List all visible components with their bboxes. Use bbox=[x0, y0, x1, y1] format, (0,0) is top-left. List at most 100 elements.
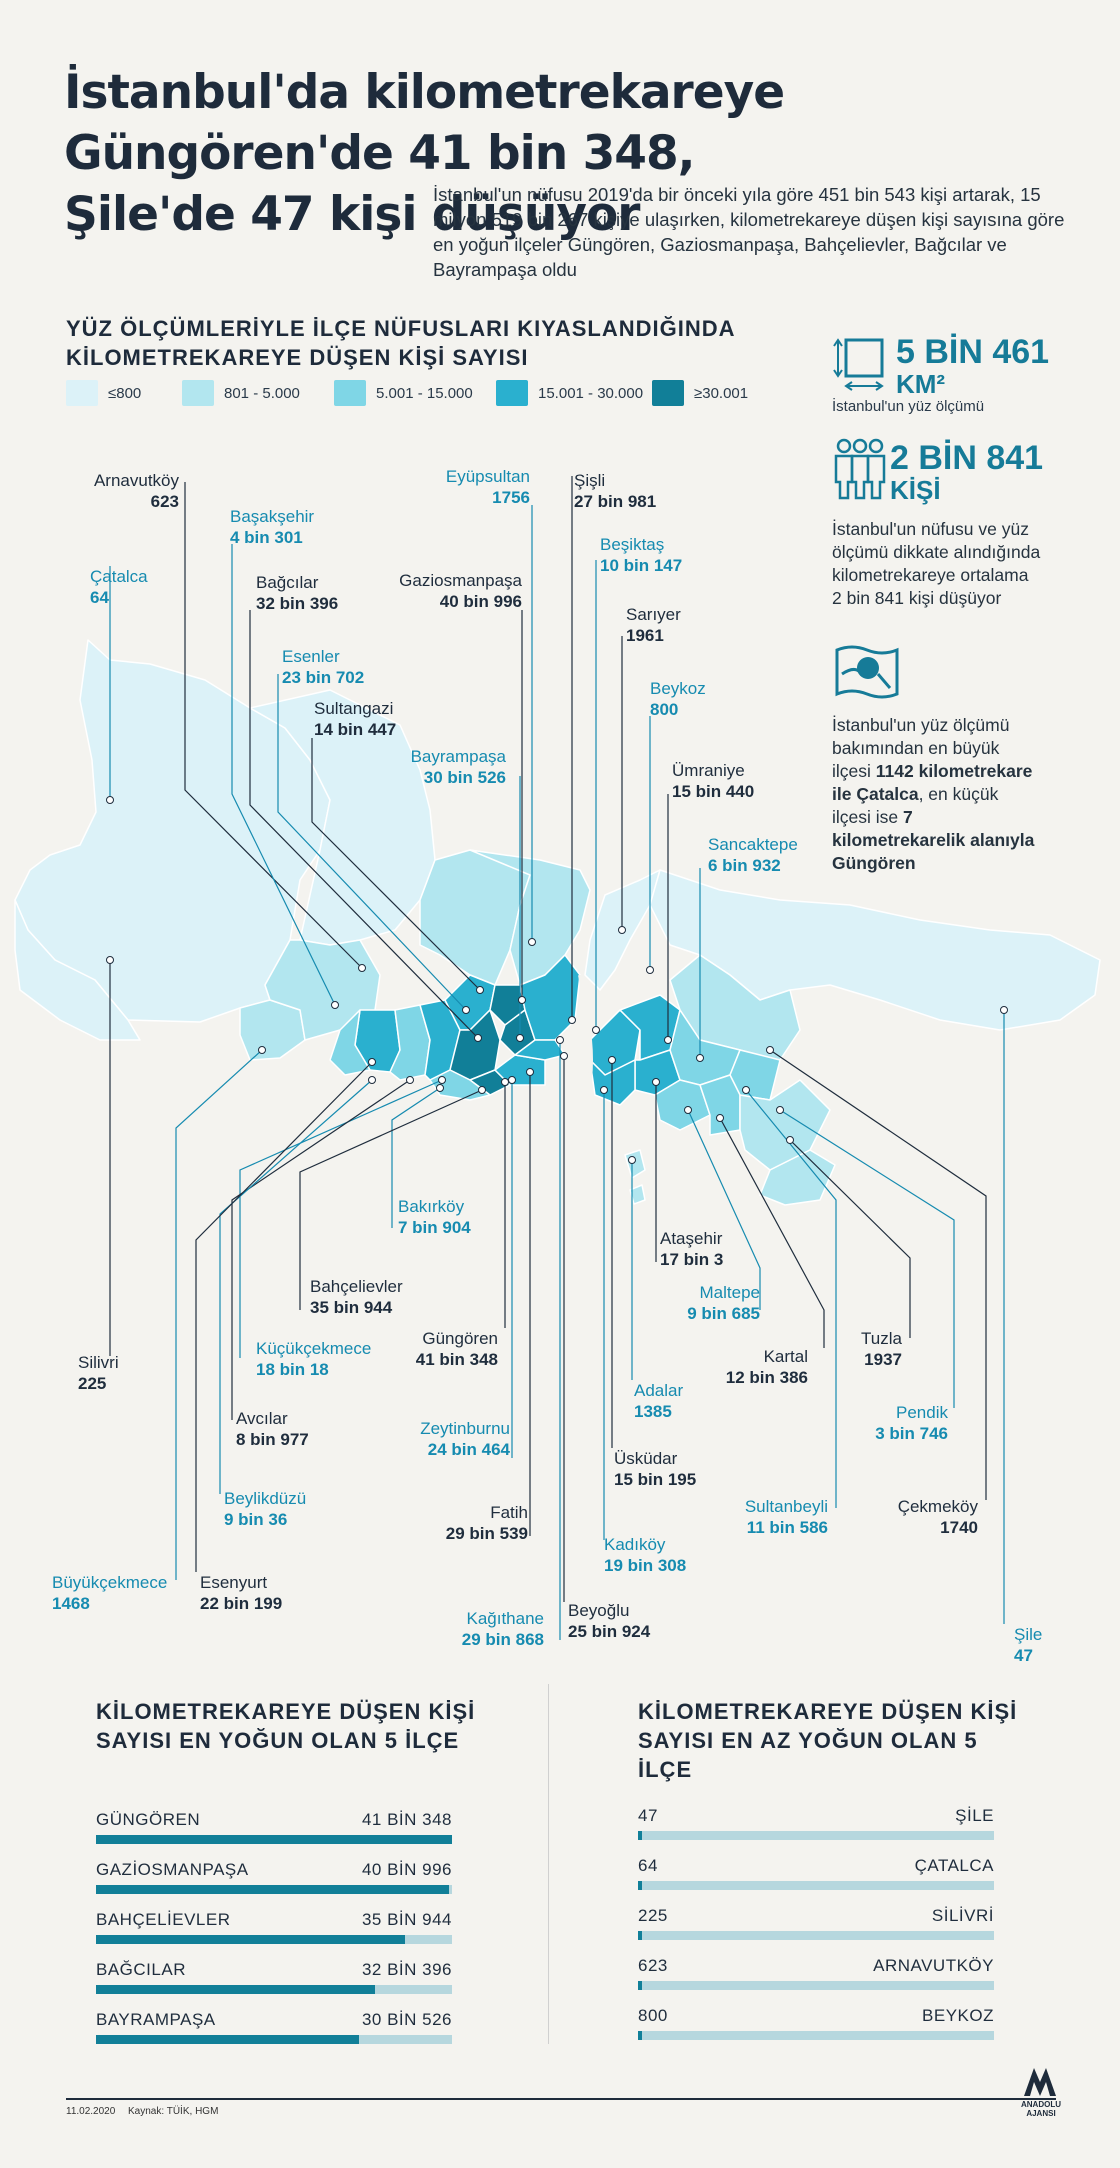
label-sancaktepe: Sancaktepe 6 bin 932 bbox=[708, 834, 798, 876]
aa-logo-icon bbox=[1024, 2068, 1056, 2096]
label-sultangazi: Sultangazi 14 bin 447 bbox=[314, 698, 396, 740]
label-eyupsultan: Eyüpsultan 1756 bbox=[446, 466, 530, 508]
district-name: Esenler bbox=[282, 647, 340, 666]
label-avcilar: Avcılar 8 bin 977 bbox=[236, 1408, 309, 1450]
label-umraniye: Ümraniye 15 bin 440 bbox=[672, 760, 754, 802]
leader-bagcilar bbox=[249, 610, 479, 1039]
people-icon bbox=[834, 438, 886, 500]
legend-item: 15.001 - 30.000 bbox=[496, 380, 643, 406]
leader-maltepe bbox=[687, 1109, 761, 1310]
label-adalar: Adalar 1385 bbox=[634, 1380, 683, 1422]
district-value: 23 bin 702 bbox=[282, 668, 365, 687]
label-gungoren: Güngören 41 bin 348 bbox=[416, 1328, 498, 1370]
leader-esenyurt bbox=[195, 1061, 373, 1572]
district-beyoglu bbox=[514, 1039, 566, 1061]
legend-label: 801 - 5.000 bbox=[224, 384, 300, 402]
district-value: 6 bin 932 bbox=[708, 856, 781, 875]
bar-name: BAHÇELİEVLER bbox=[96, 1910, 231, 1929]
district-value: 1468 bbox=[52, 1594, 90, 1613]
district-name: Ümraniye bbox=[672, 761, 745, 780]
bar-track bbox=[638, 1981, 994, 1990]
density-unit: KİŞİ bbox=[890, 475, 941, 505]
bar-row: BAHÇELİEVLER 35 BİN 944 bbox=[96, 1910, 452, 1944]
district-name: Beşiktaş bbox=[600, 535, 665, 554]
leader-tuzla bbox=[789, 1139, 911, 1338]
leader-basaksehir bbox=[231, 544, 336, 1006]
label-sile: Şile 47 bbox=[1014, 1624, 1042, 1666]
district-value: 9 bin 36 bbox=[224, 1510, 288, 1529]
district-name: Sancaktepe bbox=[708, 835, 798, 854]
area-icon bbox=[833, 338, 884, 391]
district-value: 7 bin 904 bbox=[398, 1218, 471, 1237]
bar-name: ŞİLE bbox=[955, 1806, 994, 1825]
district-value: 18 bin 18 bbox=[256, 1360, 329, 1379]
bar-track bbox=[638, 2031, 994, 2040]
district-name: Şişli bbox=[574, 471, 606, 490]
district-tuzla bbox=[759, 1149, 836, 1206]
label-gaziosmanpasa: Gaziosmanpaşa 40 bin 996 bbox=[399, 570, 522, 612]
leader-esenler bbox=[277, 674, 467, 1011]
label-kucukcekmece: Küçükçekmece 18 bin 18 bbox=[256, 1338, 371, 1380]
label-maltepe: Maltepe 9 bin 685 bbox=[687, 1282, 760, 1324]
bar-row: BAYRAMPAŞA 30 BİN 526 bbox=[96, 2010, 452, 2044]
label-buyukcekmece: Büyükçekmece 1468 bbox=[52, 1572, 167, 1614]
label-silivri: Silivri 225 bbox=[78, 1352, 119, 1394]
bar-fill bbox=[638, 1881, 643, 1890]
label-basaksehir: Başakşehir 4 bin 301 bbox=[230, 506, 314, 548]
bar-fill bbox=[638, 1981, 643, 1990]
label-kartal: Kartal 12 bin 386 bbox=[726, 1346, 808, 1388]
district-name: Zeytinburnu bbox=[420, 1419, 510, 1438]
map-flag-icon bbox=[835, 645, 899, 699]
leader-kucukcekmece bbox=[239, 1079, 443, 1358]
legend-label: ≥30.001 bbox=[694, 384, 749, 402]
label-besiktas: Beşiktaş 10 bin 147 bbox=[600, 534, 682, 576]
label-bahcelievler: Bahçelievler 35 bin 944 bbox=[310, 1276, 403, 1318]
district-name: Başakşehir bbox=[230, 507, 315, 526]
district-value: 29 bin 868 bbox=[461, 1630, 544, 1649]
bar-name: ARNAVUTKÖY bbox=[873, 1956, 994, 1975]
largest-text-2: , en küçük ilçesi ise bbox=[832, 784, 999, 827]
district-name: Maltepe bbox=[699, 1283, 760, 1302]
bar-value: 47 bbox=[638, 1806, 658, 1825]
district-name: Pendik bbox=[896, 1403, 948, 1422]
district-value: 800 bbox=[650, 700, 679, 719]
legend-item: ≤800 bbox=[66, 380, 141, 406]
label-bakirkoy: Bakırköy 7 bin 904 bbox=[398, 1196, 471, 1238]
intro-text: İstanbul'un nüfusu 2019'da bir önceki yı… bbox=[433, 184, 1065, 280]
bar-fill bbox=[96, 2035, 359, 2044]
district-name: Güngören bbox=[422, 1329, 498, 1348]
district-name: Kartal bbox=[763, 1347, 808, 1366]
label-catalca: Çatalca 64 bbox=[90, 566, 148, 608]
area-caption: İstanbul'un yüz ölçümü bbox=[832, 398, 985, 415]
district-name: Ataşehir bbox=[660, 1229, 723, 1248]
district-value: 12 bin 386 bbox=[725, 1368, 808, 1387]
bar-row: ÇATALCA 64 bbox=[638, 1856, 994, 1890]
label-uskudar: Üsküdar 15 bin 195 bbox=[614, 1448, 696, 1490]
bar-value: 64 bbox=[638, 1856, 658, 1875]
district-name: Eyüpsultan bbox=[445, 467, 530, 486]
district-value: 1961 bbox=[626, 626, 664, 645]
district-name: Gaziosmanpaşa bbox=[399, 571, 522, 590]
leader-sultangazi bbox=[311, 738, 481, 991]
bar-name: ÇATALCA bbox=[914, 1856, 994, 1875]
bar-value: 32 BİN 396 bbox=[361, 1960, 452, 1979]
leader-kartal bbox=[719, 1117, 825, 1348]
bosphorus bbox=[578, 974, 593, 1081]
largest-bold-2: 7 kilometrekarelik alanıyla Güngören bbox=[832, 807, 1035, 873]
district-name: Büyükçekmece bbox=[52, 1573, 168, 1592]
district-name: Bakırköy bbox=[398, 1197, 465, 1216]
column-divider bbox=[548, 1684, 549, 2044]
bar-row: GAZİOSMANPAŞA 40 BİN 996 bbox=[96, 1860, 452, 1894]
footer-source: Kaynak: TÜİK, HGM bbox=[128, 2106, 219, 2117]
district-name: Beyoğlu bbox=[568, 1601, 630, 1620]
district-value: 1385 bbox=[634, 1402, 672, 1421]
bar-row: BEYKOZ 800 bbox=[638, 2006, 994, 2040]
bar-value: 623 bbox=[638, 1956, 668, 1975]
label-beykoz: Beykoz 800 bbox=[650, 678, 706, 720]
district-name: Beykoz bbox=[650, 679, 706, 698]
label-bagcilar: Bağcılar 32 bin 396 bbox=[256, 572, 338, 614]
district-name: Üsküdar bbox=[614, 1449, 678, 1468]
district-value: 15 bin 440 bbox=[672, 782, 755, 801]
density-value: 2 BİN 841 bbox=[890, 439, 1044, 477]
district-adalar-2 bbox=[629, 1184, 646, 1205]
